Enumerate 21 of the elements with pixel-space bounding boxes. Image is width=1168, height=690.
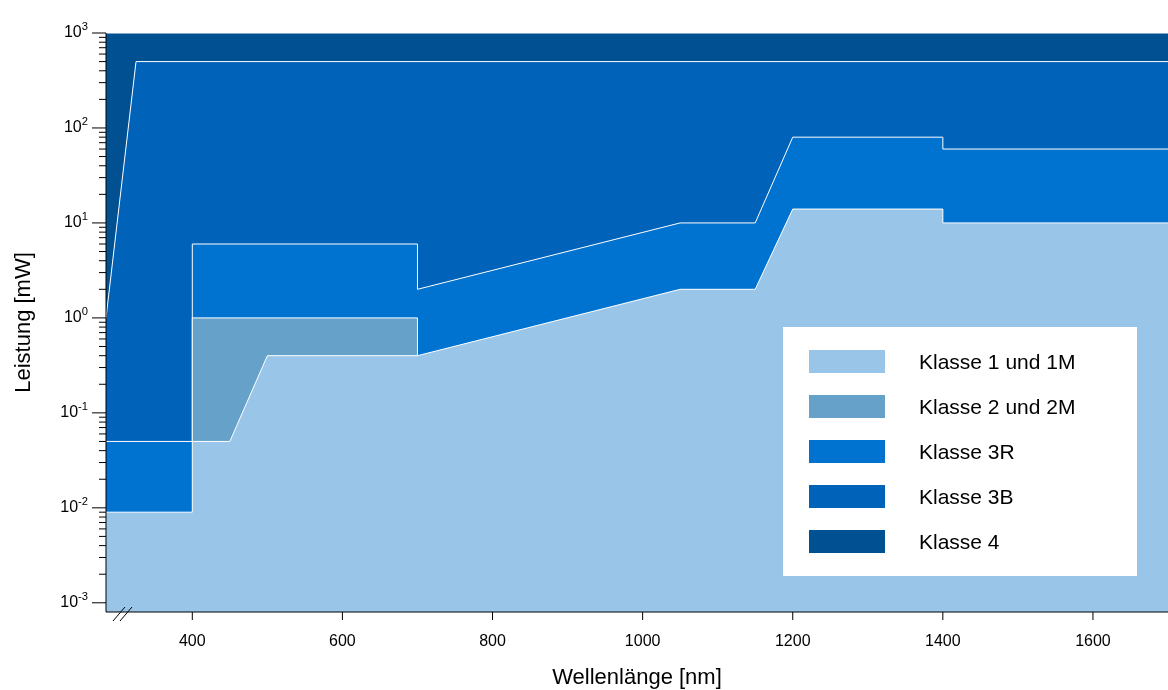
x-tick-label: 1600 — [1075, 632, 1111, 649]
x-tick-label: 800 — [479, 632, 506, 649]
x-tick-label: 1200 — [774, 632, 811, 649]
x-tick-label: 1400 — [925, 632, 961, 649]
y-tick-label: 10$^{1}$ — [63, 209, 88, 231]
y-tick-label: 10$^{-1}$ — [60, 399, 88, 421]
x-tick-label: 600 — [329, 632, 356, 649]
legend-label: Klasse 2 und 2M — [919, 395, 1076, 418]
y-tick-label: 10$^{2}$ — [63, 114, 88, 136]
legend-label: Klasse 3R — [919, 440, 1015, 463]
y-tick-label: 10$^{3}$ — [63, 19, 88, 41]
y-tick-label: 10$^{-3}$ — [60, 589, 88, 611]
y-axis-title: Leistung [mW] — [10, 252, 35, 393]
x-axis-title: Wellenlänge [nm] — [552, 664, 722, 689]
legend-label: Klasse 1 und 1M — [919, 350, 1076, 373]
legend-label: Klasse 4 — [919, 530, 1000, 553]
x-tick-label: 400 — [178, 632, 206, 649]
x-tick-label: 1000 — [624, 632, 661, 649]
y-tick-label: 10$^{0}$ — [63, 304, 88, 326]
y-tick-label: 10$^{-2}$ — [60, 494, 88, 516]
legend-label: Klasse 3B — [919, 485, 1014, 508]
